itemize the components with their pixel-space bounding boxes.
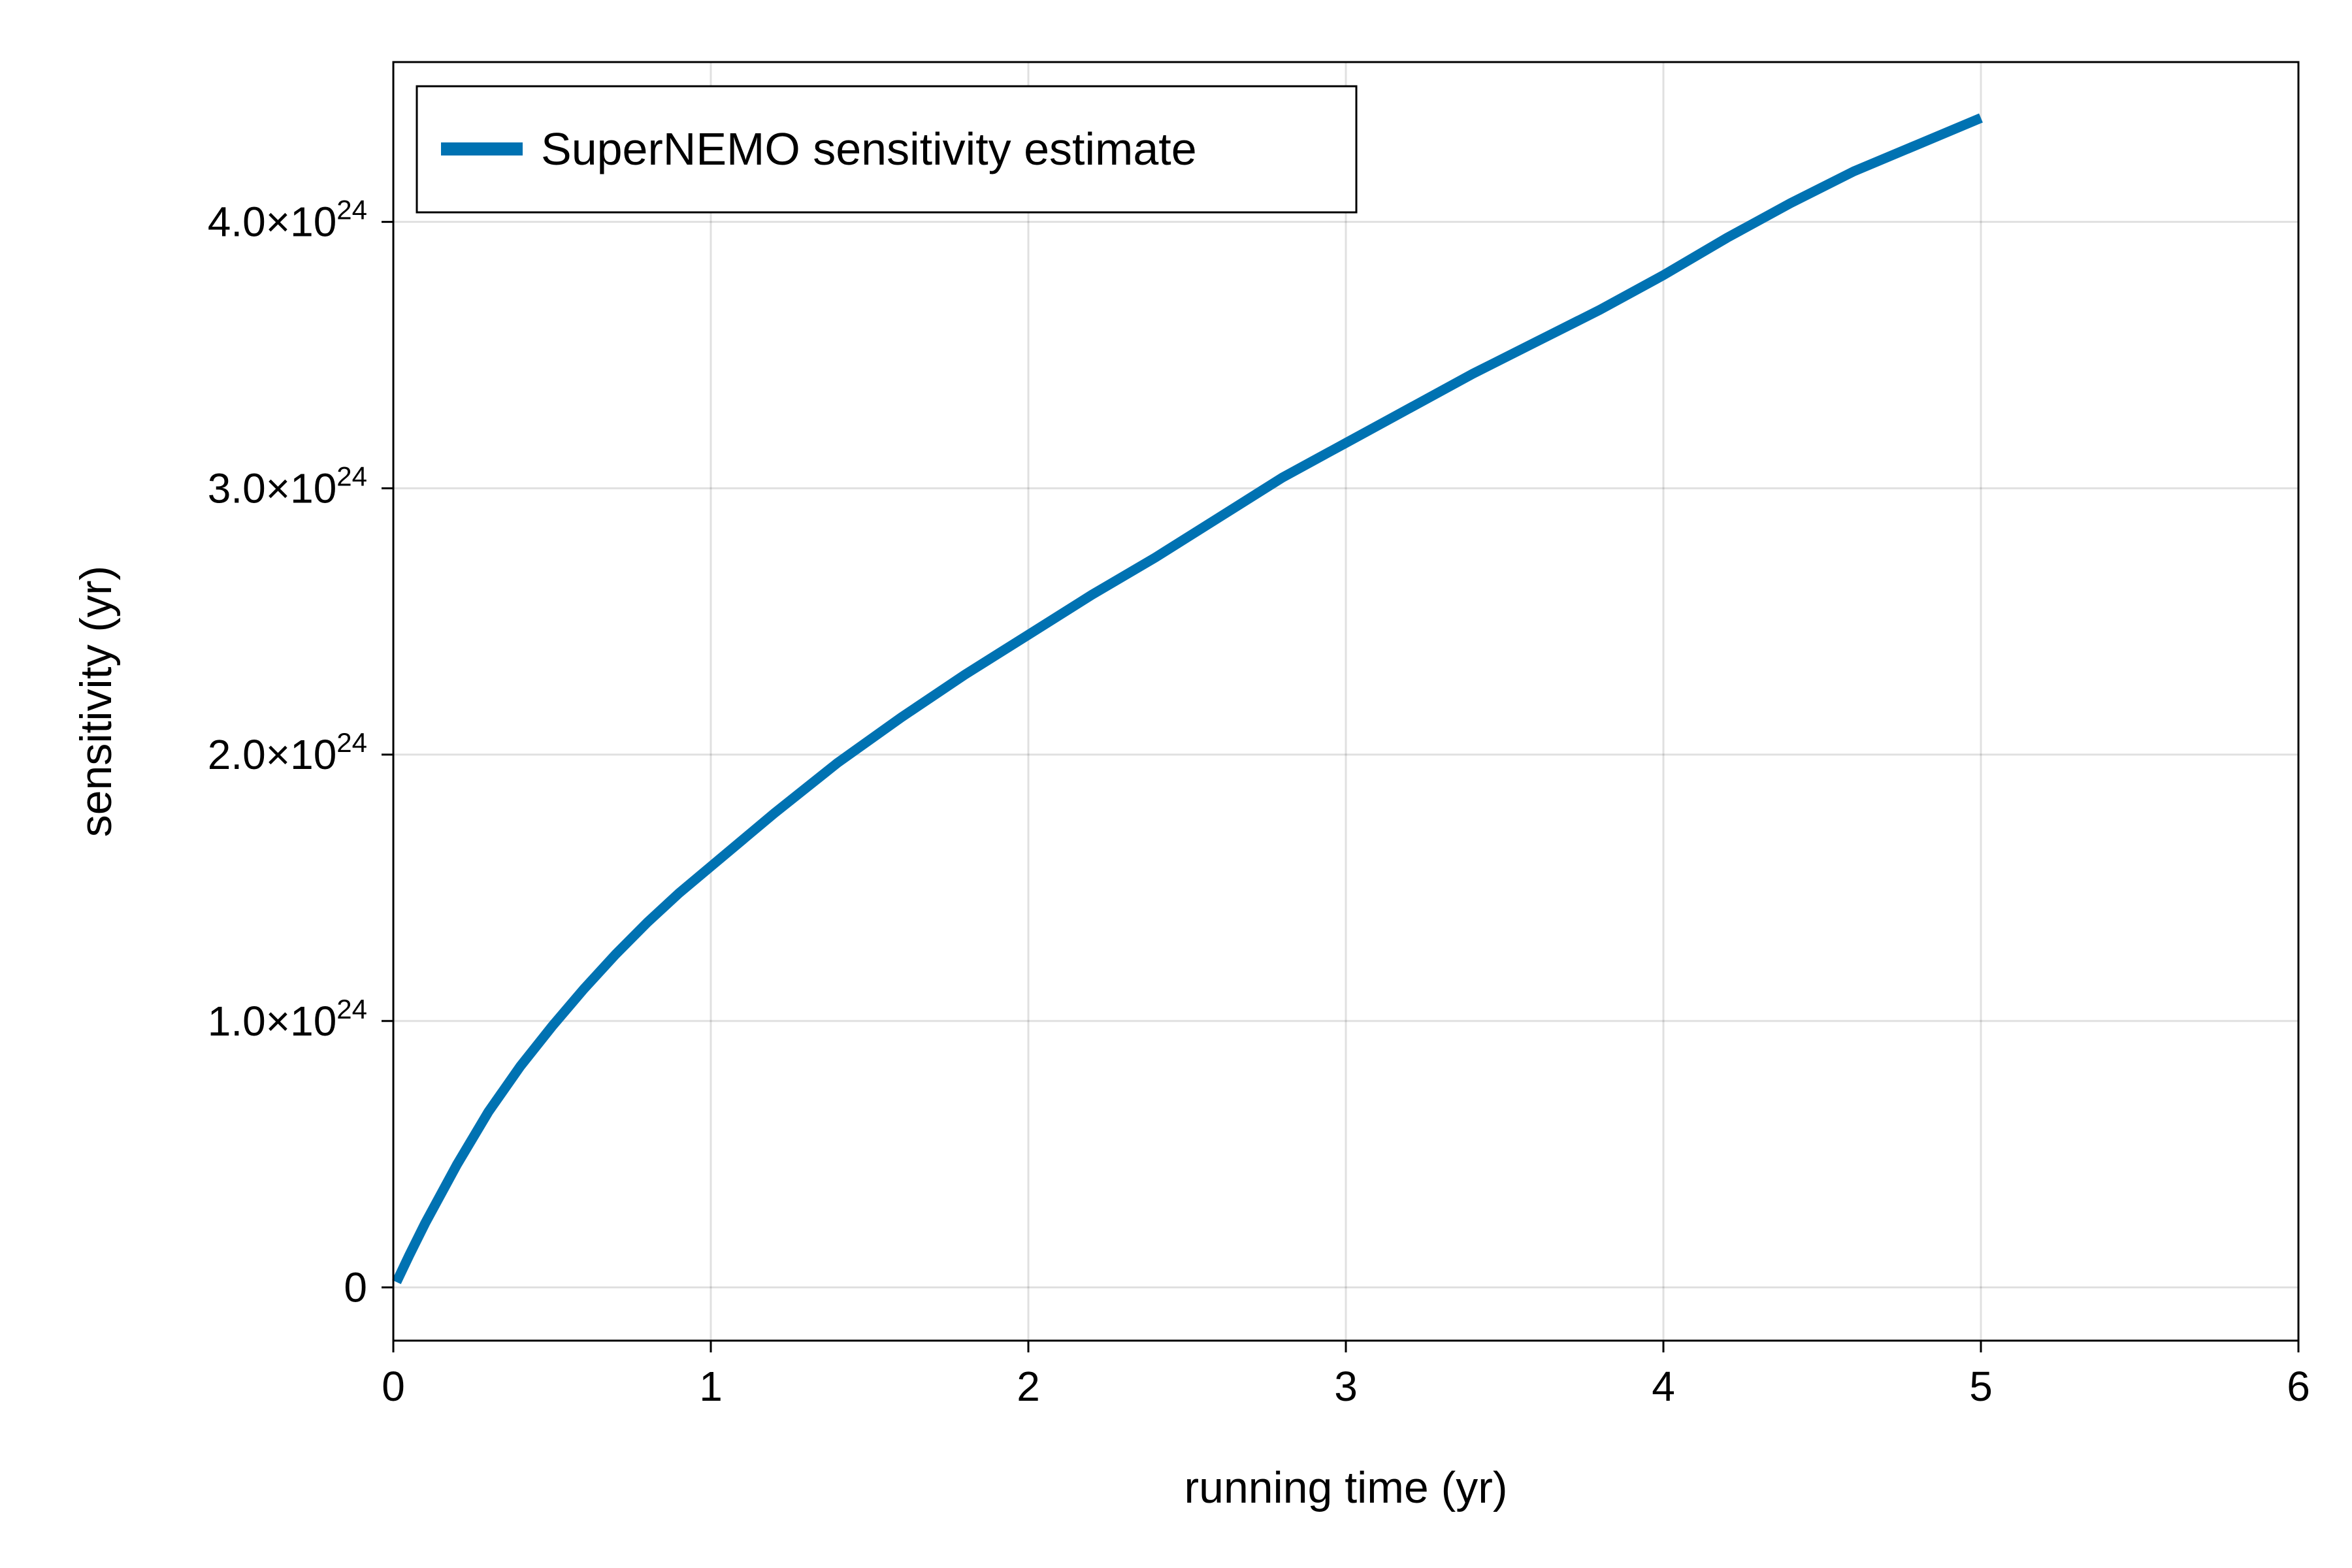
y-tick-label-exponent: 24 — [336, 994, 367, 1024]
grid-lines — [392, 62, 2300, 1341]
legend: SuperNEMO sensitivity estimate — [416, 85, 1358, 214]
x-axis-ticks: 0 1 2 3 4 5 6 — [382, 1341, 2310, 1410]
y-tick-label-base: 1.0×10 — [208, 998, 337, 1045]
x-tick-label: 6 — [2287, 1363, 2310, 1410]
legend-box — [416, 85, 1358, 214]
y-tick-label-base: 4.0×10 — [208, 199, 337, 246]
y-tick-label: 2.0×1024 — [208, 727, 367, 778]
series-layer — [392, 113, 1983, 1284]
y-axis-label: sensitivity (yr) — [71, 566, 121, 838]
x-tick-label: 1 — [699, 1363, 723, 1410]
y-tick-label-exponent: 24 — [336, 727, 367, 758]
y-tick-label-exponent: 24 — [336, 461, 367, 491]
x-tick-label: 3 — [1334, 1363, 1358, 1410]
y-tick-label-exponent: 24 — [336, 195, 367, 225]
legend-label-supernemo: SuperNEMO sensitivity estimate — [541, 123, 1197, 174]
y-tick-label: 3.0×1024 — [208, 461, 367, 512]
y-tick-label: 4.0×1024 — [208, 195, 367, 246]
y-tick-label-base: 0 — [344, 1264, 367, 1311]
y-tick-label: 0 — [344, 1264, 367, 1311]
x-tick-label: 0 — [382, 1363, 405, 1410]
x-tick-label: 4 — [1652, 1363, 1675, 1410]
y-tick-label: 1.0×1024 — [208, 994, 367, 1045]
x-tick-label: 2 — [1017, 1363, 1040, 1410]
x-tick-label: 5 — [1969, 1363, 1993, 1410]
y-tick-label-base: 3.0×10 — [208, 465, 337, 512]
series-line-supernemo — [392, 113, 1983, 1284]
y-tick-label-base: 2.0×10 — [208, 731, 337, 778]
x-axis-label: running time (yr) — [1184, 1463, 1507, 1512]
